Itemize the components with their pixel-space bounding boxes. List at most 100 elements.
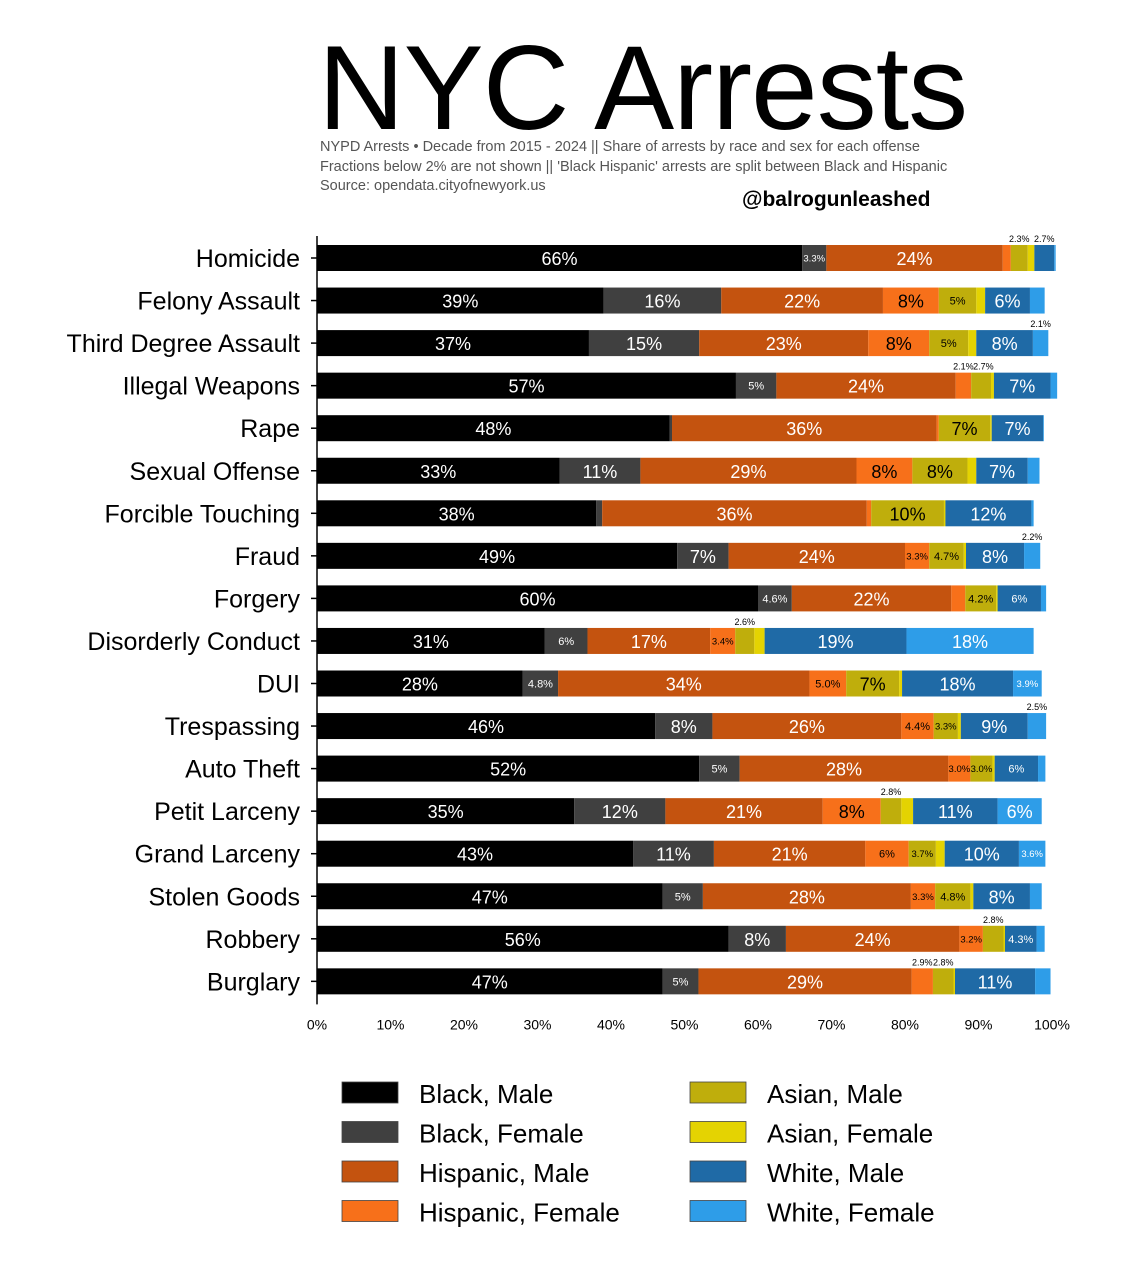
data-label: 6% — [558, 636, 574, 648]
bar-segment — [802, 245, 827, 271]
bar-segment — [728, 542, 905, 569]
data-label: 8% — [992, 334, 1018, 354]
data-label: 3.2% — [960, 934, 982, 945]
bar-segment — [945, 500, 1032, 527]
bar-segment — [822, 798, 881, 825]
bar-segment — [901, 798, 914, 825]
bar-segment — [1034, 245, 1055, 271]
bar-segment — [1043, 415, 1044, 442]
subtitle-line: Fractions below 2% are not shown || 'Bla… — [320, 158, 948, 175]
data-label: 3.3% — [912, 892, 934, 903]
data-label: 3.4% — [712, 636, 734, 647]
bar-segment — [933, 713, 958, 740]
bar-segment — [699, 755, 740, 782]
bar-segment — [1029, 287, 1045, 314]
bar-segment — [665, 798, 823, 825]
bar-segment — [662, 883, 703, 910]
data-label: 28% — [826, 760, 862, 780]
bar-segment — [785, 925, 960, 952]
bar-segment — [317, 500, 597, 527]
bar-segment — [662, 968, 699, 995]
bar-segment — [976, 330, 1033, 357]
bar-segment — [938, 287, 977, 314]
bar-segment — [994, 755, 1039, 782]
data-label: 12% — [970, 504, 1006, 524]
bar-segment — [929, 330, 969, 357]
bar-segment — [317, 798, 575, 825]
category-label: Forcible Touching — [105, 500, 300, 528]
data-label: 6% — [879, 849, 895, 861]
x-tick-label: 60% — [744, 1016, 772, 1032]
legend-swatch — [341, 1200, 399, 1222]
legend-label: White, Female — [767, 1198, 935, 1228]
data-label: 17% — [631, 632, 667, 652]
bar-segment — [899, 670, 903, 697]
bar-segment — [317, 627, 545, 654]
data-label: 35% — [428, 802, 464, 822]
category-label: DUI — [257, 671, 300, 699]
bar-segment — [317, 330, 589, 357]
data-label: 43% — [457, 845, 493, 865]
bar-segment — [758, 585, 792, 612]
data-label: 3.9% — [1017, 679, 1039, 690]
data-label: 8% — [982, 547, 1008, 567]
bar-segment — [1032, 330, 1049, 357]
bar-segment — [901, 713, 934, 740]
bar-segment — [1054, 245, 1056, 271]
bar-segment — [1040, 585, 1047, 612]
bar-segment — [522, 670, 559, 697]
category-label: Disorderly Conduct — [87, 628, 300, 656]
category-label: Rape — [240, 415, 300, 443]
data-label: 21% — [772, 845, 808, 865]
data-label: 2.6% — [735, 617, 756, 627]
data-label: 11% — [978, 972, 1013, 992]
bar-segment — [997, 798, 1042, 825]
bar-segment — [317, 372, 736, 399]
bar-segment — [846, 670, 900, 697]
bar-segment — [906, 627, 1034, 654]
data-label: 2.3% — [1009, 234, 1030, 244]
data-label: 2.7% — [1034, 234, 1055, 244]
bar-segment — [317, 287, 604, 314]
data-label: 6% — [995, 292, 1021, 312]
bar-segment — [1027, 713, 1047, 740]
bar-segment — [868, 330, 930, 357]
bar-segment — [735, 627, 755, 654]
bar-segment — [865, 840, 909, 867]
data-label: 2.8% — [983, 915, 1004, 925]
data-label: 7% — [1004, 419, 1030, 439]
bar-segment — [856, 457, 913, 484]
category-label: Petit Larceny — [154, 798, 300, 826]
data-label: 29% — [730, 462, 766, 482]
bar-segment — [317, 542, 678, 569]
bar-segment — [1035, 968, 1051, 995]
bar-segment — [996, 585, 998, 612]
bar-segment — [721, 287, 883, 314]
bar-segment — [932, 968, 954, 995]
legend-label: Asian, Male — [767, 1079, 903, 1109]
bar-segment — [698, 968, 912, 995]
bar-segment — [960, 713, 1028, 740]
bar-segment — [702, 883, 911, 910]
bar-segment — [558, 670, 810, 697]
bar-segment — [957, 713, 961, 740]
data-label: 37% — [435, 334, 471, 354]
bar-segment — [699, 330, 869, 357]
data-label: 22% — [854, 589, 890, 609]
bar-segment — [1031, 500, 1034, 527]
data-label: 28% — [789, 887, 825, 907]
bar-segment — [602, 500, 867, 527]
data-label: 7% — [690, 547, 716, 567]
legend-swatch — [689, 1200, 747, 1222]
data-label: 8% — [927, 462, 953, 482]
bar-segment — [655, 713, 713, 740]
bar-segment — [317, 713, 656, 740]
data-label: 4.8% — [940, 891, 965, 903]
chart-title: NYC Arrests — [318, 21, 968, 155]
data-label: 5% — [673, 976, 689, 988]
bar-segment — [1024, 542, 1041, 569]
x-tick-label: 100% — [1034, 1016, 1070, 1032]
bar-segment — [970, 755, 993, 782]
legend-swatch — [341, 1121, 399, 1143]
